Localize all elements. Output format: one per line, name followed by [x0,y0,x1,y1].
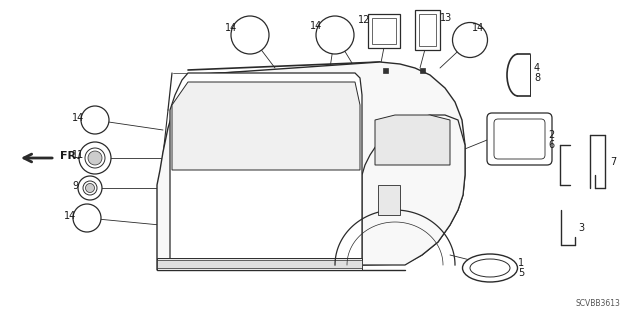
Text: 5: 5 [518,268,524,278]
Ellipse shape [452,23,488,57]
Polygon shape [415,10,440,50]
Ellipse shape [316,16,354,54]
Text: 9: 9 [72,181,78,191]
Ellipse shape [470,259,510,277]
Text: 3: 3 [578,223,584,233]
Ellipse shape [78,176,102,200]
Polygon shape [378,185,400,215]
Text: 4: 4 [534,63,540,73]
Polygon shape [157,260,362,268]
Text: 13: 13 [440,13,452,23]
Polygon shape [419,14,436,46]
Polygon shape [172,82,360,170]
Text: 1: 1 [518,258,524,268]
Text: 14: 14 [472,23,484,33]
Polygon shape [372,18,396,44]
Ellipse shape [463,254,518,282]
Ellipse shape [85,148,105,168]
Ellipse shape [86,183,95,192]
Ellipse shape [231,16,269,54]
Polygon shape [362,115,465,265]
Polygon shape [157,62,465,270]
Bar [383,68,388,73]
Polygon shape [170,73,362,260]
Text: 12: 12 [358,15,371,25]
Text: SCVBB3613: SCVBB3613 [575,299,620,308]
Polygon shape [375,115,450,165]
Bar [420,68,425,73]
Ellipse shape [73,204,101,232]
Text: 7: 7 [610,157,616,167]
Text: FR.: FR. [60,151,81,161]
Text: 14: 14 [72,113,84,123]
Ellipse shape [88,151,102,165]
Text: 14: 14 [310,21,323,31]
Ellipse shape [83,181,97,195]
Polygon shape [157,258,362,270]
Ellipse shape [79,142,111,174]
Text: 14: 14 [64,211,76,221]
Text: 2: 2 [548,130,554,140]
FancyBboxPatch shape [487,113,552,165]
FancyBboxPatch shape [494,119,545,159]
Polygon shape [368,14,400,48]
Text: 14: 14 [225,23,237,33]
Ellipse shape [81,106,109,134]
Text: 6: 6 [548,140,554,150]
Text: 8: 8 [534,73,540,83]
Text: 11: 11 [72,150,84,160]
